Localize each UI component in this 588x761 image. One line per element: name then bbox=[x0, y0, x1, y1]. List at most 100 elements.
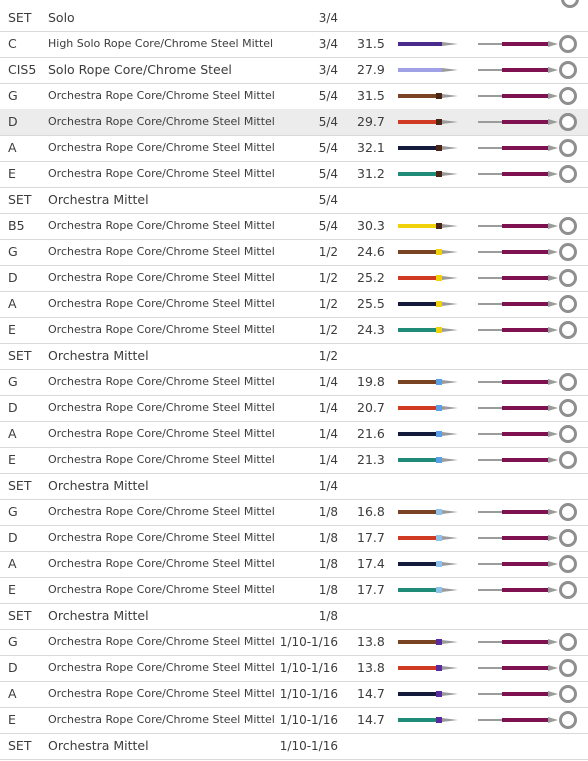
size-label: 1/2 bbox=[318, 323, 338, 337]
violet-silk-icon bbox=[398, 31, 458, 57]
navy-silk-icon bbox=[398, 135, 458, 161]
note-label: C bbox=[8, 36, 17, 51]
note-label: E bbox=[8, 452, 16, 467]
set-row[interactable]: SET Orchestra Mittel 1/4 bbox=[0, 473, 588, 500]
string-row[interactable]: G Orchestra Rope Core/Chrome Steel Mittel… bbox=[0, 239, 588, 266]
string-illustration-icon bbox=[478, 317, 588, 343]
navy-silk-icon bbox=[398, 681, 458, 707]
size-label: 3/4 bbox=[318, 11, 338, 25]
string-illustration-icon bbox=[478, 707, 588, 733]
product-name: Orchestra Rope Core/Chrome Steel Mittel bbox=[48, 89, 275, 102]
set-row[interactable]: SET Solo 3/4 bbox=[0, 5, 588, 32]
string-row[interactable]: G Orchestra Rope Core/Chrome Steel Mittel… bbox=[0, 629, 588, 656]
string-illustration-icon bbox=[478, 239, 588, 265]
note-label: D bbox=[8, 530, 18, 545]
note-label: A bbox=[8, 686, 17, 701]
product-name: Orchestra Rope Core/Chrome Steel Mittel bbox=[48, 453, 275, 466]
note-label: G bbox=[8, 244, 18, 259]
yellow-silk-icon bbox=[398, 213, 458, 239]
note-label: G bbox=[8, 374, 18, 389]
product-name: Orchestra Rope Core/Chrome Steel Mittel bbox=[48, 167, 275, 180]
string-row[interactable]: G Orchestra Rope Core/Chrome Steel Mittel… bbox=[0, 499, 588, 526]
string-row[interactable]: E Orchestra Rope Core/Chrome Steel Mittel… bbox=[0, 161, 588, 188]
size-label: 1/4 bbox=[318, 427, 338, 441]
product-name: Orchestra Rope Core/Chrome Steel Mittel bbox=[48, 141, 275, 154]
note-label: G bbox=[8, 504, 18, 519]
note-label: E bbox=[8, 322, 16, 337]
string-row[interactable]: A Orchestra Rope Core/Chrome Steel Mittel… bbox=[0, 551, 588, 578]
tension-value: 31.5 bbox=[357, 88, 385, 103]
string-illustration-icon bbox=[478, 421, 588, 447]
string-illustration-icon bbox=[478, 213, 588, 239]
size-label: 1/2 bbox=[318, 271, 338, 285]
red-silk-icon bbox=[398, 395, 458, 421]
red-silk-icon bbox=[398, 525, 458, 551]
string-illustration-icon bbox=[478, 395, 588, 421]
string-row[interactable]: A Orchestra Rope Core/Chrome Steel Mittel… bbox=[0, 291, 588, 318]
teal-silk-icon bbox=[398, 707, 458, 733]
product-name: Orchestra Rope Core/Chrome Steel Mittel bbox=[48, 557, 275, 570]
string-row[interactable]: E Orchestra Rope Core/Chrome Steel Mittel… bbox=[0, 707, 588, 734]
product-name: Solo Rope Core/Chrome Steel bbox=[48, 62, 232, 77]
string-row[interactable]: C High Solo Rope Core/Chrome Steel Mittel… bbox=[0, 31, 588, 58]
size-label: 1/2 bbox=[318, 349, 338, 363]
string-row[interactable]: D Orchestra Rope Core/Chrome Steel Mittel… bbox=[0, 655, 588, 682]
string-row[interactable]: A Orchestra Rope Core/Chrome Steel Mittel… bbox=[0, 681, 588, 708]
note-label: A bbox=[8, 140, 17, 155]
brown-silk-icon bbox=[398, 629, 458, 655]
size-label: 1/8 bbox=[318, 583, 338, 597]
size-label: 1/4 bbox=[318, 375, 338, 389]
tension-value: 27.9 bbox=[357, 62, 385, 77]
string-row[interactable]: E Orchestra Rope Core/Chrome Steel Mittel… bbox=[0, 577, 588, 604]
string-illustration-icon bbox=[478, 83, 588, 109]
tension-value: 30.3 bbox=[357, 218, 385, 233]
product-name: Orchestra Mittel bbox=[48, 608, 149, 623]
size-label: 1/10-1/16 bbox=[279, 739, 338, 753]
size-label: 1/8 bbox=[318, 531, 338, 545]
set-row[interactable]: SET Orchestra Mittel 1/8 bbox=[0, 603, 588, 630]
note-label: D bbox=[8, 400, 18, 415]
string-illustration-icon bbox=[478, 31, 588, 57]
size-label: 1/2 bbox=[318, 245, 338, 259]
string-row[interactable]: D Orchestra Rope Core/Chrome Steel Mittel… bbox=[0, 395, 588, 422]
size-label: 1/4 bbox=[318, 479, 338, 493]
set-row[interactable]: SET Orchestra Mittel 1/10-1/16 bbox=[0, 733, 588, 760]
string-row[interactable]: G Orchestra Rope Core/Chrome Steel Mittel… bbox=[0, 83, 588, 110]
note-label: SET bbox=[8, 192, 32, 207]
size-label: 3/4 bbox=[318, 63, 338, 77]
product-name: Orchestra Rope Core/Chrome Steel Mittel bbox=[48, 713, 275, 726]
string-illustration-icon bbox=[478, 577, 588, 603]
tension-value: 20.7 bbox=[357, 400, 385, 415]
tension-value: 17.7 bbox=[357, 582, 385, 597]
tension-value: 19.8 bbox=[357, 374, 385, 389]
product-name: Orchestra Mittel bbox=[48, 478, 149, 493]
product-name: Orchestra Rope Core/Chrome Steel Mittel bbox=[48, 505, 275, 518]
string-row[interactable]: B5 Orchestra Rope Core/Chrome Steel Mitte… bbox=[0, 213, 588, 240]
string-row[interactable]: G Orchestra Rope Core/Chrome Steel Mittel… bbox=[0, 369, 588, 396]
teal-silk-icon bbox=[398, 577, 458, 603]
product-name: Orchestra Rope Core/Chrome Steel Mittel bbox=[48, 661, 275, 674]
size-label: 1/10-1/16 bbox=[279, 661, 338, 675]
string-row[interactable]: E Orchestra Rope Core/Chrome Steel Mittel… bbox=[0, 317, 588, 344]
note-label: E bbox=[8, 582, 16, 597]
note-label: D bbox=[8, 114, 18, 129]
string-row[interactable]: CIS5 Solo Rope Core/Chrome Steel 3/4 27.9 bbox=[0, 57, 588, 84]
product-name: Solo bbox=[48, 10, 75, 25]
tension-value: 29.7 bbox=[357, 114, 385, 129]
string-row[interactable]: E Orchestra Rope Core/Chrome Steel Mittel… bbox=[0, 447, 588, 474]
set-row[interactable]: SET Orchestra Mittel 1/2 bbox=[0, 343, 588, 370]
tension-value: 24.3 bbox=[357, 322, 385, 337]
string-illustration-icon bbox=[478, 265, 588, 291]
string-row[interactable]: D Orchestra Rope Core/Chrome Steel Mittel… bbox=[0, 109, 588, 136]
note-label: E bbox=[8, 166, 16, 181]
note-label: SET bbox=[8, 10, 32, 25]
tension-value: 32.1 bbox=[357, 140, 385, 155]
string-row[interactable]: A Orchestra Rope Core/Chrome Steel Mittel… bbox=[0, 135, 588, 162]
set-row[interactable]: SET Orchestra Mittel 5/4 bbox=[0, 187, 588, 214]
string-row[interactable]: D Orchestra Rope Core/Chrome Steel Mittel… bbox=[0, 265, 588, 292]
string-row[interactable]: A Orchestra Rope Core/Chrome Steel Mittel… bbox=[0, 421, 588, 448]
note-label: SET bbox=[8, 478, 32, 493]
size-label: 1/4 bbox=[318, 401, 338, 415]
string-row[interactable]: D Orchestra Rope Core/Chrome Steel Mittel… bbox=[0, 525, 588, 552]
size-label: 5/4 bbox=[318, 141, 338, 155]
